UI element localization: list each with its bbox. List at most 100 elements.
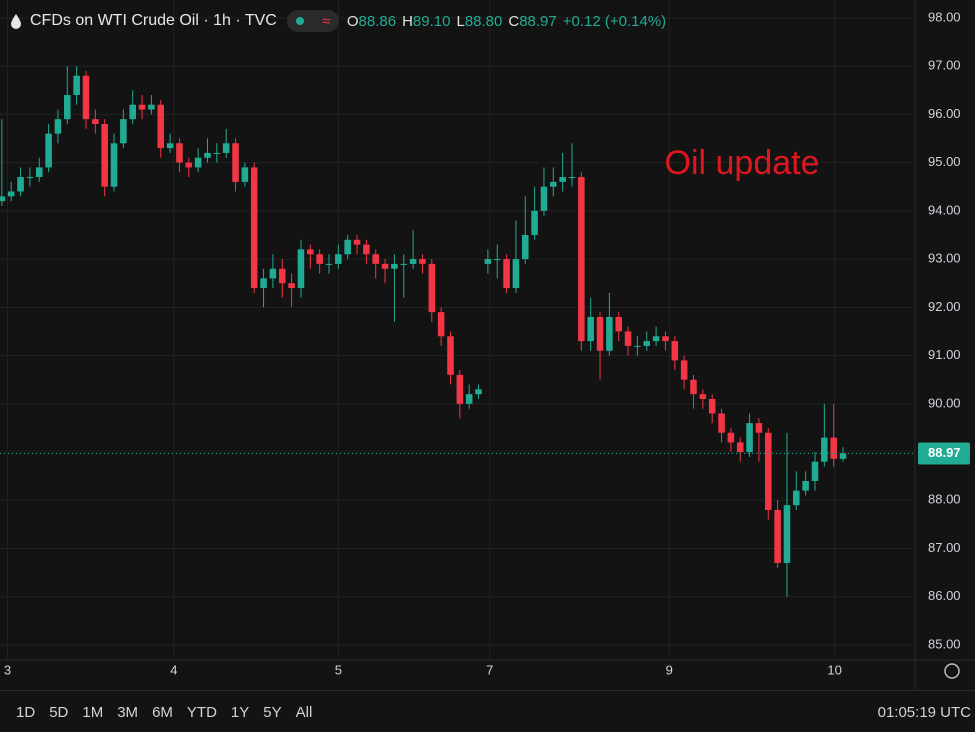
- candle-body: [0, 196, 6, 202]
- y-tick-label: 96.00: [928, 106, 961, 121]
- y-tick-label: 98.00: [928, 9, 961, 24]
- ohlc: O88.86 H89.10 L88.80 C88.97: [347, 13, 563, 30]
- drop-icon: [11, 14, 21, 29]
- change: +0.12 (+0.14%): [562, 12, 667, 30]
- candle-body: [596, 316, 604, 351]
- candle-body: [624, 331, 632, 346]
- candle-body: [157, 104, 165, 149]
- range-button[interactable]: All: [295, 703, 313, 721]
- candle-body: [409, 259, 417, 264]
- candle-body: [708, 398, 716, 414]
- candle-body: [428, 263, 436, 313]
- candle-body: [7, 191, 15, 197]
- candle-body: [344, 239, 351, 255]
- range-button[interactable]: YTD: [186, 703, 217, 721]
- candle-body: [690, 379, 697, 395]
- candle-body: [821, 437, 828, 462]
- candle-body: [391, 263, 398, 269]
- candle-body: [73, 75, 80, 96]
- candle-body: [176, 143, 183, 163]
- candle-body: [26, 177, 34, 179]
- candle-body: [606, 316, 613, 351]
- y-tick-label: 88.00: [928, 492, 961, 507]
- candle-body: [400, 263, 408, 265]
- candle-body: [278, 268, 286, 284]
- clock: 01:05:19 UTC: [877, 703, 971, 721]
- candle-body: [465, 394, 473, 404]
- y-tick-label: 85.00: [928, 636, 961, 651]
- candle-body: [335, 254, 342, 264]
- y-tick-label: 87.00: [928, 540, 961, 555]
- candle-body: [736, 442, 744, 453]
- settings-icon[interactable]: [944, 663, 960, 679]
- candle-body: [680, 360, 688, 380]
- y-tick-label: 95.00: [928, 154, 961, 169]
- range-button[interactable]: 3M: [117, 703, 139, 721]
- candle-body: [288, 283, 295, 289]
- candle-body: [129, 104, 136, 120]
- ohlc-key: O: [346, 12, 359, 30]
- candle-body: [802, 481, 809, 491]
- candle-body: [353, 239, 361, 245]
- chart: 85.0086.0087.0088.0089.0090.0091.0092.00…: [0, 0, 975, 690]
- range-button[interactable]: 1M: [82, 703, 104, 721]
- candle-body: [241, 167, 249, 182]
- status[interactable]: ≈: [286, 10, 339, 32]
- background: [0, 0, 975, 690]
- y-tick-label: 86.00: [928, 588, 961, 603]
- ohlc-item: C88.97: [508, 13, 556, 30]
- title: CFDs on WTI Crude Oil · 1h · TVC: [30, 12, 277, 29]
- range-button[interactable]: 5Y: [263, 703, 282, 721]
- ohlc-key: L: [456, 12, 465, 30]
- y-tick-label: 94.00: [928, 202, 961, 217]
- x-tick-label: 5: [335, 662, 342, 677]
- candle-body: [568, 177, 576, 179]
- ohlc-value: 88.97: [519, 12, 557, 30]
- x-tick-label: 9: [666, 662, 673, 677]
- range-button[interactable]: 1D: [16, 703, 36, 721]
- candle-body: [110, 143, 118, 187]
- candle-body: [232, 143, 239, 182]
- candle-body: [531, 210, 538, 235]
- candle-body: [372, 254, 379, 264]
- candle-body: [381, 263, 389, 269]
- candle-body: [643, 341, 651, 346]
- candle-body: [316, 254, 323, 264]
- candle-body: [783, 505, 791, 564]
- candle-body: [503, 259, 510, 289]
- candle-body: [830, 437, 837, 459]
- candle-body: [447, 336, 454, 375]
- y-tick-label: 92.00: [928, 299, 961, 314]
- candle-body: [185, 162, 193, 168]
- candle-body: [699, 394, 707, 399]
- candle-body: [17, 177, 24, 192]
- x-tick-label: 4: [170, 662, 177, 677]
- candle-body: [250, 167, 258, 289]
- candle-body: [456, 374, 464, 404]
- candle-body: [839, 453, 847, 459]
- header: CFDs on WTI Crude Oil · 1h · TVC ≈ O88.8…: [10, 9, 666, 33]
- candle-body: [662, 336, 669, 342]
- candle-body: [587, 316, 594, 342]
- ohlc-value: 89.10: [412, 12, 451, 30]
- ohlc-value: 88.86: [358, 12, 397, 30]
- range-button[interactable]: 5D: [49, 703, 69, 721]
- annotation: Oil update: [665, 144, 820, 182]
- candle-body: [540, 186, 548, 211]
- ohlc-item: O88.86: [347, 13, 396, 30]
- candle-body: [484, 259, 492, 264]
- grid: [0, 0, 915, 660]
- candle-body: [35, 167, 43, 178]
- candle-body: [550, 181, 557, 187]
- candle-body: [615, 316, 622, 332]
- candle-body: [148, 104, 155, 110]
- range-button[interactable]: 1Y: [230, 703, 250, 721]
- ohlc-item: L88.80: [456, 13, 502, 30]
- candle-body: [166, 143, 174, 149]
- ohlc-value: 88.80: [464, 12, 503, 30]
- candle-body: [671, 341, 679, 361]
- candle-body: [521, 234, 529, 260]
- range-button[interactable]: 6M: [152, 703, 173, 721]
- candle-body: [325, 263, 333, 265]
